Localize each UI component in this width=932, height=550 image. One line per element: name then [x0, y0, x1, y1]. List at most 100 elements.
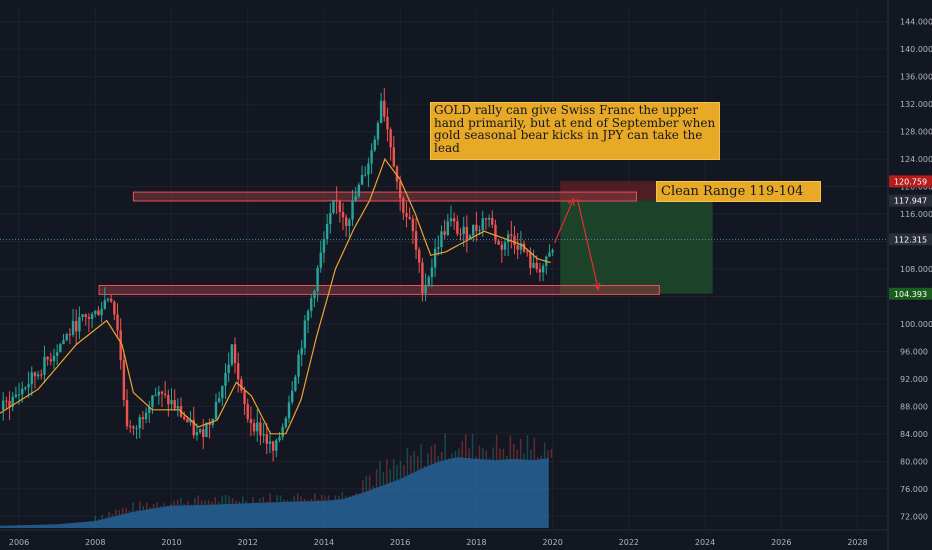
candle-body: [78, 316, 81, 332]
candle-body: [186, 419, 189, 423]
candle-body: [297, 354, 300, 377]
candle-body: [389, 129, 392, 148]
candle-body: [33, 372, 37, 377]
candle-body: [414, 231, 418, 250]
y-tick-label: 108.000: [900, 265, 932, 274]
candle-body: [122, 360, 126, 400]
candle-body: [214, 401, 218, 419]
arrows-layer: [553, 197, 601, 291]
candle-body: [144, 412, 148, 420]
grid: [0, 8, 888, 530]
candle-body: [538, 269, 542, 273]
candle-body: [364, 174, 367, 176]
price-badge-label: 120.759: [894, 177, 927, 186]
candle-body: [468, 235, 472, 240]
candle-body: [236, 363, 240, 380]
candle-body: [252, 423, 256, 432]
arrow-head: [593, 282, 601, 291]
candle-body: [256, 422, 259, 432]
candle-body: [176, 406, 180, 409]
candle-body: [8, 400, 11, 407]
candle-body: [354, 196, 357, 201]
candle-body: [1, 400, 5, 410]
candle-body: [459, 233, 462, 235]
candle-body: [310, 298, 313, 312]
candle-body: [183, 416, 186, 420]
candle-body: [541, 265, 545, 273]
candle-body: [383, 100, 386, 117]
candle-body: [5, 400, 8, 402]
candle-body: [370, 150, 373, 164]
candle-body: [151, 395, 154, 408]
candle-body: [173, 400, 176, 409]
candle-body: [233, 344, 237, 364]
candle-body: [551, 250, 554, 253]
price-badge-label: 117.947: [894, 197, 927, 206]
candle-body: [303, 320, 307, 349]
candle-body: [306, 311, 310, 321]
candle-body: [503, 242, 507, 250]
candle-body: [97, 310, 100, 316]
candle-body: [106, 298, 110, 301]
candle-body: [189, 419, 192, 423]
candle-body: [427, 277, 430, 286]
annotation-note[interactable]: GOLD rally can give Swiss Franc the uppe…: [430, 102, 720, 160]
candle-body: [452, 218, 456, 222]
y-tick-label: 72.000: [900, 512, 928, 521]
candle-body: [433, 248, 437, 268]
candle-body: [491, 217, 494, 225]
candle-body: [402, 198, 405, 213]
candle-body: [487, 217, 491, 220]
candle-body: [278, 437, 281, 441]
candle-body: [65, 334, 68, 341]
candle-body: [205, 422, 208, 438]
zones-layer: [0, 181, 888, 295]
candle-body: [411, 218, 415, 232]
candle-body: [202, 429, 205, 438]
candle-body: [421, 262, 424, 294]
candle-body: [357, 184, 361, 197]
x-tick-label: 2020: [542, 538, 562, 547]
candle-body: [287, 402, 291, 419]
candle-body: [170, 400, 173, 405]
y-tick-label: 84.000: [900, 430, 928, 439]
volume-layer: [0, 433, 553, 528]
candle-body: [271, 441, 275, 451]
candle-body: [316, 267, 319, 292]
candle-body: [49, 359, 53, 362]
candle-body: [529, 251, 532, 268]
candle-body: [268, 441, 272, 444]
candle-body: [90, 313, 94, 320]
candle-body: [456, 221, 459, 234]
x-tick-label: 2028: [847, 538, 867, 547]
range-label[interactable]: Clean Range 119-104: [656, 181, 821, 202]
candle-body: [84, 314, 87, 318]
target-box: [560, 200, 713, 294]
candle-body: [208, 422, 211, 425]
candle-body: [532, 262, 535, 268]
candle-body: [217, 398, 221, 402]
y-tick-label: 92.000: [900, 375, 928, 384]
price-badge-label: 104.393: [894, 290, 927, 299]
y-tick-label: 128.000: [900, 128, 932, 137]
candle-body: [351, 200, 354, 220]
candle-body: [262, 434, 265, 436]
candle-body: [510, 234, 513, 236]
y-tick-label: 100.000: [900, 320, 932, 329]
candle-body: [68, 334, 72, 336]
candle-body: [405, 212, 408, 217]
x-tick-label: 2014: [314, 538, 334, 547]
x-tick-label: 2022: [619, 538, 639, 547]
candle-body: [332, 199, 335, 213]
candle-body: [119, 330, 122, 361]
candle-body: [408, 216, 411, 219]
price-badge: [889, 175, 932, 188]
y-tick-label: 144.000: [900, 18, 932, 27]
candle-body: [319, 252, 322, 268]
trend-arrow: [576, 198, 599, 290]
candle-body: [17, 394, 21, 396]
candle-body: [335, 199, 338, 201]
candle-body: [24, 387, 27, 389]
